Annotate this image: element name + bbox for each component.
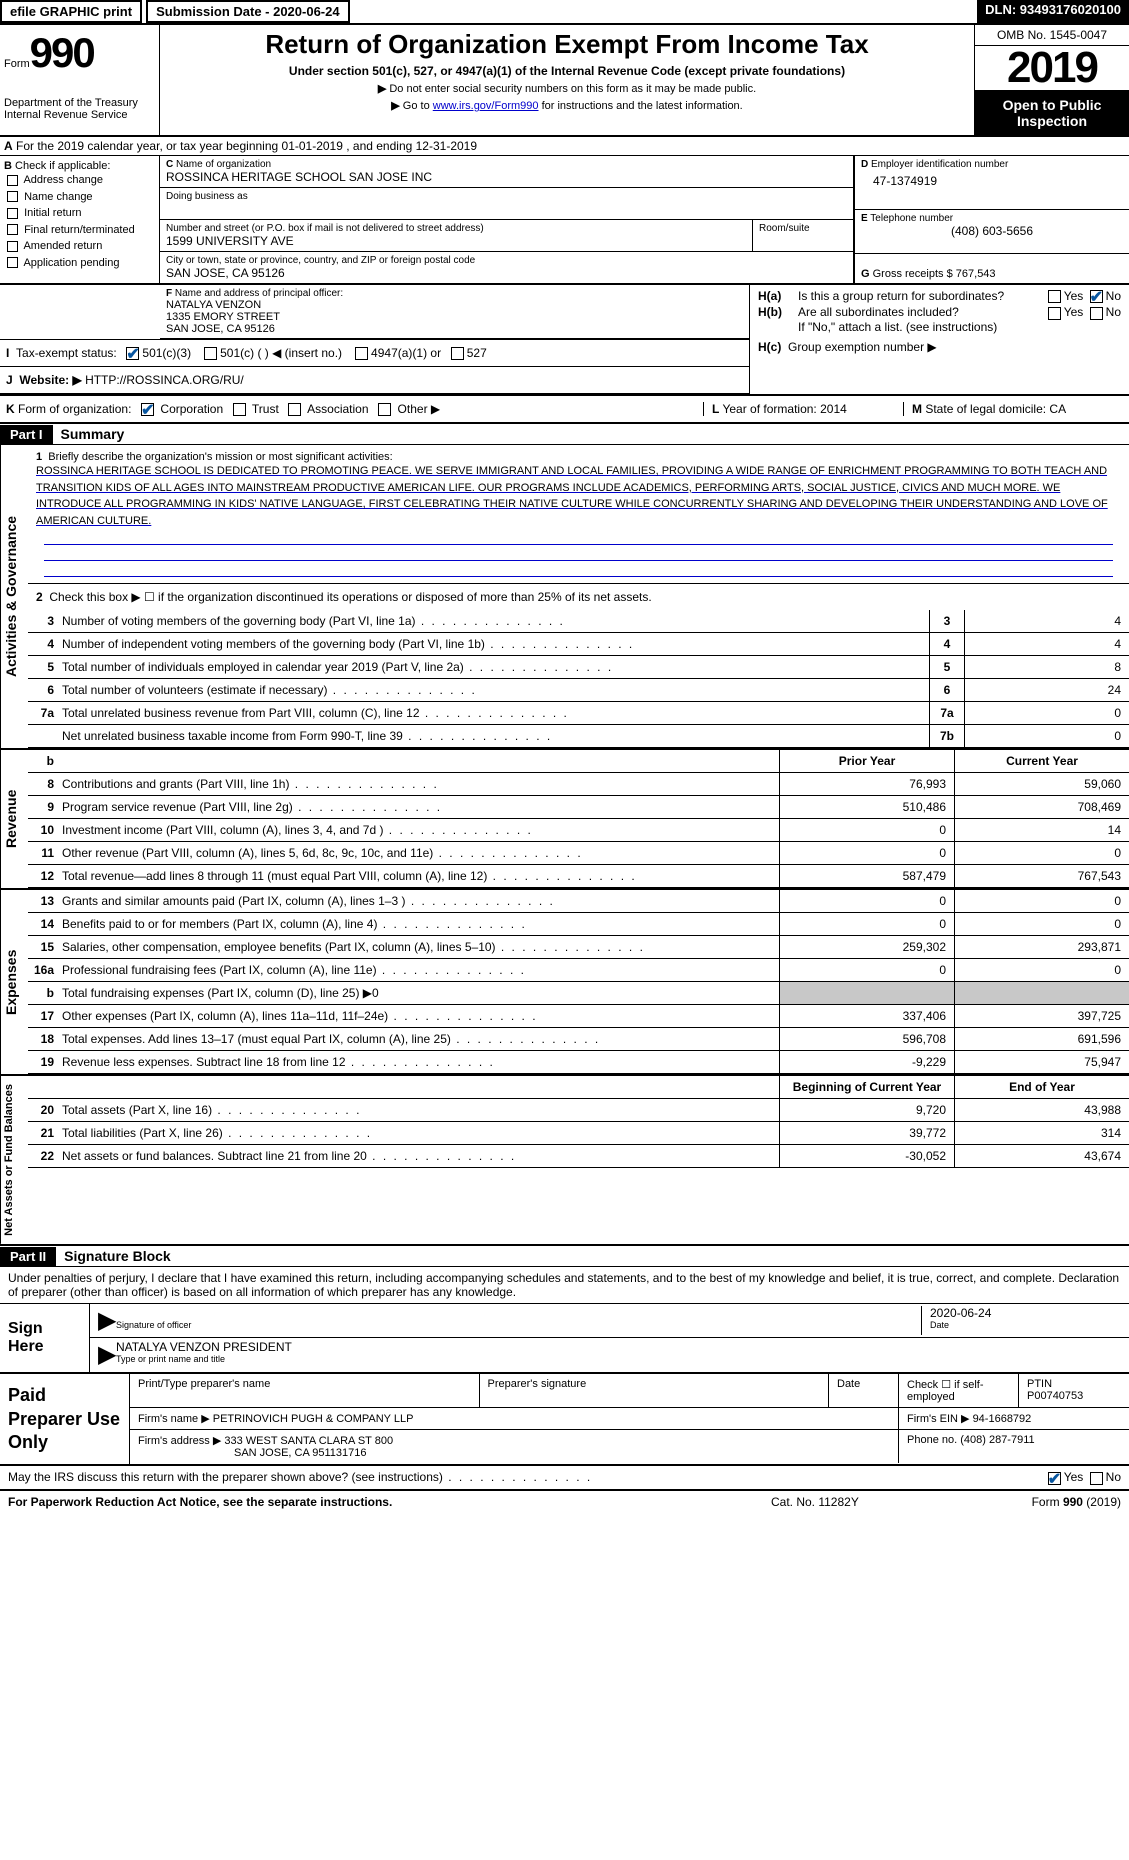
- website: HTTP://ROSSINCA.ORG/RU/: [85, 373, 244, 387]
- officer-addr1: 1335 EMORY STREET: [166, 311, 743, 323]
- revenue-label: Revenue: [0, 750, 28, 888]
- part1-title: Summary: [53, 424, 133, 444]
- k-row: K Form of organization: Corporation Trus…: [0, 396, 1129, 424]
- netassets-label: Net Assets or Fund Balances: [0, 1076, 28, 1244]
- paperwork-notice: For Paperwork Reduction Act Notice, see …: [8, 1495, 771, 1509]
- form-label: Form: [4, 58, 30, 70]
- governance-row: 6Total number of volunteers (estimate if…: [28, 679, 1129, 702]
- tax-year: 2019: [975, 46, 1129, 91]
- sign-here-section: Sign Here ▶ Signature of officer 2020-06…: [0, 1303, 1129, 1372]
- revenue-row: 12Total revenue—add lines 8 through 11 (…: [28, 865, 1129, 888]
- column-b: B Check if applicable: Address change Na…: [0, 156, 160, 283]
- netassets-section: Net Assets or Fund Balances Beginning of…: [0, 1076, 1129, 1246]
- revenue-row: 10Investment income (Part VIII, column (…: [28, 819, 1129, 842]
- netassets-row: 21Total liabilities (Part X, line 26)39,…: [28, 1122, 1129, 1145]
- gross-receipts: 767,543: [956, 268, 996, 280]
- netassets-header-row: Beginning of Current Year End of Year: [28, 1076, 1129, 1099]
- revenue-row: 8Contributions and grants (Part VIII, li…: [28, 773, 1129, 796]
- firm-addr2: SAN JOSE, CA 951131716: [138, 1447, 367, 1459]
- corporation-checkbox[interactable]: [141, 403, 154, 416]
- officer-group-section: F Name and address of principal officer:…: [0, 285, 1129, 396]
- column-c: C Name of organization ROSSINCA HERITAGE…: [160, 156, 1129, 283]
- website-row: J Website: ▶ HTTP://ROSSINCA.ORG/RU/: [0, 367, 749, 394]
- officer-name-title: NATALYA VENZON PRESIDENT: [116, 1340, 1121, 1354]
- expense-row: 16aProfessional fundraising fees (Part I…: [28, 959, 1129, 982]
- expense-row: 14Benefits paid to or for members (Part …: [28, 913, 1129, 936]
- expense-row: 15Salaries, other compensation, employee…: [28, 936, 1129, 959]
- 501c3-checkbox[interactable]: [126, 347, 139, 360]
- expense-row: 13Grants and similar amounts paid (Part …: [28, 890, 1129, 913]
- activities-governance-section: Activities & Governance 1 Briefly descri…: [0, 445, 1129, 750]
- expenses-section: Expenses 13Grants and similar amounts pa…: [0, 890, 1129, 1076]
- expense-row: 17Other expenses (Part IX, column (A), l…: [28, 1005, 1129, 1028]
- form-number: 990: [30, 29, 94, 76]
- dln: DLN: 93493176020100: [977, 0, 1129, 23]
- part2-title: Signature Block: [56, 1246, 179, 1266]
- perjury-declaration: Under penalties of perjury, I declare th…: [0, 1267, 1129, 1303]
- firm-ein: 94-1668792: [973, 1413, 1032, 1425]
- netassets-row: 22Net assets or fund balances. Subtract …: [28, 1145, 1129, 1168]
- paid-preparer-section: Paid Preparer Use Only Print/Type prepar…: [0, 1372, 1129, 1465]
- activities-governance-label: Activities & Governance: [0, 445, 28, 748]
- part1-header: Part I: [0, 425, 53, 444]
- netassets-row: 20Total assets (Part X, line 16)9,72043,…: [28, 1099, 1129, 1122]
- form-subtitle: Under section 501(c), 527, or 4947(a)(1)…: [170, 64, 964, 78]
- governance-row: Net unrelated business taxable income fr…: [28, 725, 1129, 748]
- part2-header-row: Part II Signature Block: [0, 1246, 1129, 1267]
- governance-row: 5Total number of individuals employed in…: [28, 656, 1129, 679]
- group-return-no[interactable]: [1090, 290, 1103, 303]
- ptin: P00740753: [1027, 1390, 1121, 1402]
- part2-header: Part II: [0, 1247, 56, 1266]
- org-name: ROSSINCA HERITAGE SCHOOL SAN JOSE INC: [166, 170, 847, 184]
- expense-row: bTotal fundraising expenses (Part IX, co…: [28, 982, 1129, 1005]
- telephone: (408) 603-5656: [861, 224, 1123, 238]
- irs-link[interactable]: www.irs.gov/Form990: [433, 100, 539, 112]
- sign-here-label: Sign Here: [0, 1304, 90, 1372]
- governance-row: 4Number of independent voting members of…: [28, 633, 1129, 656]
- state-domicile: CA: [1049, 402, 1066, 416]
- revenue-row: 11Other revenue (Part VIII, column (A), …: [28, 842, 1129, 865]
- ein: 47-1374919: [861, 170, 1123, 188]
- org-address: 1599 UNIVERSITY AVE: [166, 234, 746, 248]
- expense-row: 19Revenue less expenses. Subtract line 1…: [28, 1051, 1129, 1074]
- firm-phone: (408) 287-7911: [960, 1434, 1034, 1446]
- discuss-row: May the IRS discuss this return with the…: [0, 1465, 1129, 1488]
- officer-name: NATALYA VENZON: [166, 299, 743, 311]
- entity-info-grid: B Check if applicable: Address change Na…: [0, 156, 1129, 285]
- section-a: A For the 2019 calendar year, or tax yea…: [0, 137, 1129, 156]
- year-formation: 2014: [820, 402, 847, 416]
- irs-label: Internal Revenue Service: [4, 109, 155, 121]
- officer-addr2: SAN JOSE, CA 95126: [166, 323, 743, 335]
- revenue-section: Revenue b Prior Year Current Year 8Contr…: [0, 750, 1129, 890]
- mission-text: ROSSINCA HERITAGE SCHOOL IS DEDICATED TO…: [36, 465, 1108, 527]
- ssn-note: Do not enter social security numbers on …: [389, 83, 756, 95]
- firm-addr1: 333 WEST SANTA CLARA ST 800: [224, 1435, 393, 1447]
- expenses-label: Expenses: [0, 890, 28, 1074]
- governance-row: 3Number of voting members of the governi…: [28, 610, 1129, 633]
- governance-row: 7aTotal unrelated business revenue from …: [28, 702, 1129, 725]
- dept-treasury: Department of the Treasury: [4, 97, 155, 109]
- expense-row: 18Total expenses. Add lines 13–17 (must …: [28, 1028, 1129, 1051]
- revenue-header-row: b Prior Year Current Year: [28, 750, 1129, 773]
- tax-exempt-row: I Tax-exempt status: 501(c)(3) 501(c) ( …: [0, 339, 749, 367]
- discuss-yes[interactable]: [1048, 1472, 1061, 1485]
- top-bar: efile GRAPHIC print Submission Date - 20…: [0, 0, 1129, 25]
- firm-name: PETRINOVICH PUGH & COMPANY LLP: [213, 1413, 414, 1425]
- efile-button[interactable]: efile GRAPHIC print: [0, 0, 142, 23]
- cat-no: Cat. No. 11282Y: [771, 1495, 971, 1509]
- inspection-label: Open to Public Inspection: [975, 91, 1129, 135]
- form-title: Return of Organization Exempt From Incom…: [170, 29, 964, 60]
- part1-header-row: Part I Summary: [0, 424, 1129, 445]
- footer-row: For Paperwork Reduction Act Notice, see …: [0, 1489, 1129, 1513]
- submission-date: Submission Date - 2020-06-24: [146, 0, 350, 23]
- paid-preparer-label: Paid Preparer Use Only: [0, 1374, 130, 1464]
- form-header: Form990 Department of the Treasury Inter…: [0, 25, 1129, 137]
- org-city: SAN JOSE, CA 95126: [166, 266, 847, 280]
- revenue-row: 9Program service revenue (Part VIII, lin…: [28, 796, 1129, 819]
